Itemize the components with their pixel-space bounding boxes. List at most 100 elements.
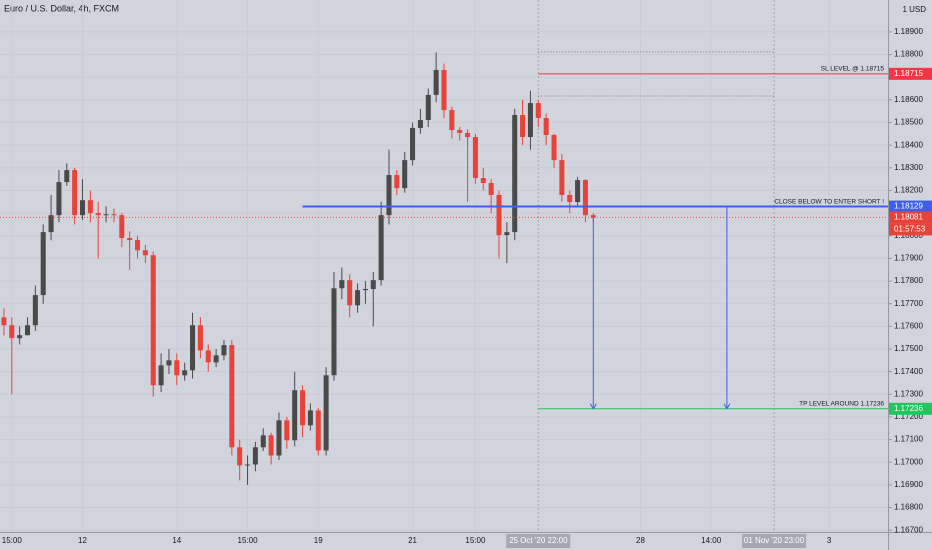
- x-tick-label: 01 Nov '20 23:00: [744, 536, 805, 545]
- candle-body: [72, 170, 78, 216]
- y-tick-label: 1.16800: [894, 503, 923, 512]
- candle-body: [197, 325, 203, 351]
- candle-body: [590, 215, 596, 218]
- candle-body: [245, 464, 251, 466]
- x-label-box: [742, 534, 807, 548]
- candle-body: [127, 238, 133, 241]
- candle-body: [174, 360, 180, 376]
- x-label-box: [506, 534, 571, 548]
- price-tag-label: 1.18081: [894, 213, 923, 222]
- candle-body: [496, 194, 502, 236]
- candle-body: [1, 317, 7, 326]
- x-tick-label: 15:00: [238, 536, 259, 545]
- y-tick-label: 1.18600: [894, 95, 923, 104]
- candle-body: [378, 215, 384, 281]
- y-tick-label: 1.17300: [894, 389, 923, 398]
- candle-body: [433, 69, 439, 95]
- candle-body: [237, 447, 243, 466]
- countdown-label: 01:57:53: [894, 225, 926, 234]
- candle-body: [268, 435, 274, 456]
- y-tick-label: 1.18300: [894, 163, 923, 172]
- y-tick-label: 1.17000: [894, 457, 923, 466]
- candle-body: [135, 240, 141, 251]
- y-tick-label: 1.17800: [894, 276, 923, 285]
- x-tick-label: 14:00: [701, 536, 722, 545]
- y-tick-label: 1.17600: [894, 321, 923, 330]
- candle-body: [95, 213, 101, 216]
- y-tick-label: 1.17500: [894, 344, 923, 353]
- candle-body: [362, 288, 368, 291]
- candle-body: [543, 117, 549, 135]
- candle-body: [582, 180, 588, 216]
- candle-body: [166, 360, 172, 366]
- y-unit: 1 USD: [902, 5, 926, 14]
- candle-body: [386, 175, 392, 216]
- y-tick-label: 1.16900: [894, 480, 923, 489]
- candle-body: [331, 288, 337, 376]
- x-tick-label: 14: [172, 536, 181, 545]
- candle-body: [410, 127, 416, 161]
- price-tag: [889, 67, 932, 80]
- y-tick-label: 1.17700: [894, 299, 923, 308]
- y-tick-label: 1.18400: [894, 140, 923, 149]
- level-label: SL LEVEL @ 1.18715: [821, 66, 885, 73]
- candle-body: [370, 280, 376, 289]
- x-tick-label: 12: [78, 536, 87, 545]
- candle-body: [307, 410, 313, 426]
- price-tag: [889, 200, 932, 213]
- candle-body: [551, 134, 557, 161]
- candle-body: [103, 214, 109, 216]
- arrow-head: [589, 403, 597, 410]
- x-tick-label: 21: [408, 536, 417, 545]
- candle-body: [158, 365, 164, 386]
- candle-body: [17, 335, 23, 339]
- candle-body: [229, 345, 235, 448]
- y-tick-label: 1.17200: [894, 412, 923, 421]
- price-tag-label: 1.17236: [894, 404, 923, 413]
- candle-body: [9, 325, 15, 339]
- x-tick-label: 3: [827, 536, 832, 545]
- candle-body: [111, 214, 117, 216]
- candle-body: [79, 200, 86, 216]
- x-tick-label: 19: [314, 536, 323, 545]
- candle-body: [465, 132, 471, 138]
- candle-body: [276, 420, 282, 456]
- candle-body: [394, 175, 400, 189]
- candle-body: [441, 69, 447, 111]
- candle-body: [425, 94, 431, 121]
- y-tick-label: 1.17100: [894, 435, 923, 444]
- y-tick-label: 1.18200: [894, 186, 923, 195]
- candle-body: [575, 180, 581, 203]
- candle-body: [64, 170, 70, 183]
- candle-body: [520, 115, 526, 138]
- candle-body: [417, 120, 423, 128]
- candle-body: [402, 160, 408, 189]
- chart-title: Euro / U.S. Dollar, 4h, FXCM: [4, 3, 119, 13]
- candle-body: [504, 232, 510, 236]
- candle-body: [182, 370, 188, 376]
- candle-body: [480, 178, 486, 183]
- y-tick-label: 1.17900: [894, 254, 923, 263]
- candle-body: [527, 103, 533, 138]
- candle-body: [190, 325, 196, 371]
- y-tick-label: 1.16700: [894, 525, 923, 534]
- candle-body: [284, 420, 290, 441]
- candle-body: [315, 410, 321, 451]
- candle-body: [213, 355, 219, 363]
- x-tick-label: 15:00: [465, 536, 486, 545]
- y-tick-label: 1.18800: [894, 50, 923, 59]
- candle-body: [355, 290, 361, 306]
- candle-body: [205, 350, 211, 363]
- candle-body: [567, 194, 573, 203]
- candle-body: [323, 375, 329, 451]
- candle-body: [142, 250, 148, 256]
- candle-body: [449, 110, 455, 130]
- candle-body: [347, 280, 353, 306]
- price-tag: [889, 402, 932, 415]
- x-tick-label: 28: [636, 536, 645, 545]
- level-label: TP LEVEL AROUND 1.17236: [799, 401, 884, 408]
- candle-body: [260, 435, 266, 448]
- candle-body: [150, 255, 156, 386]
